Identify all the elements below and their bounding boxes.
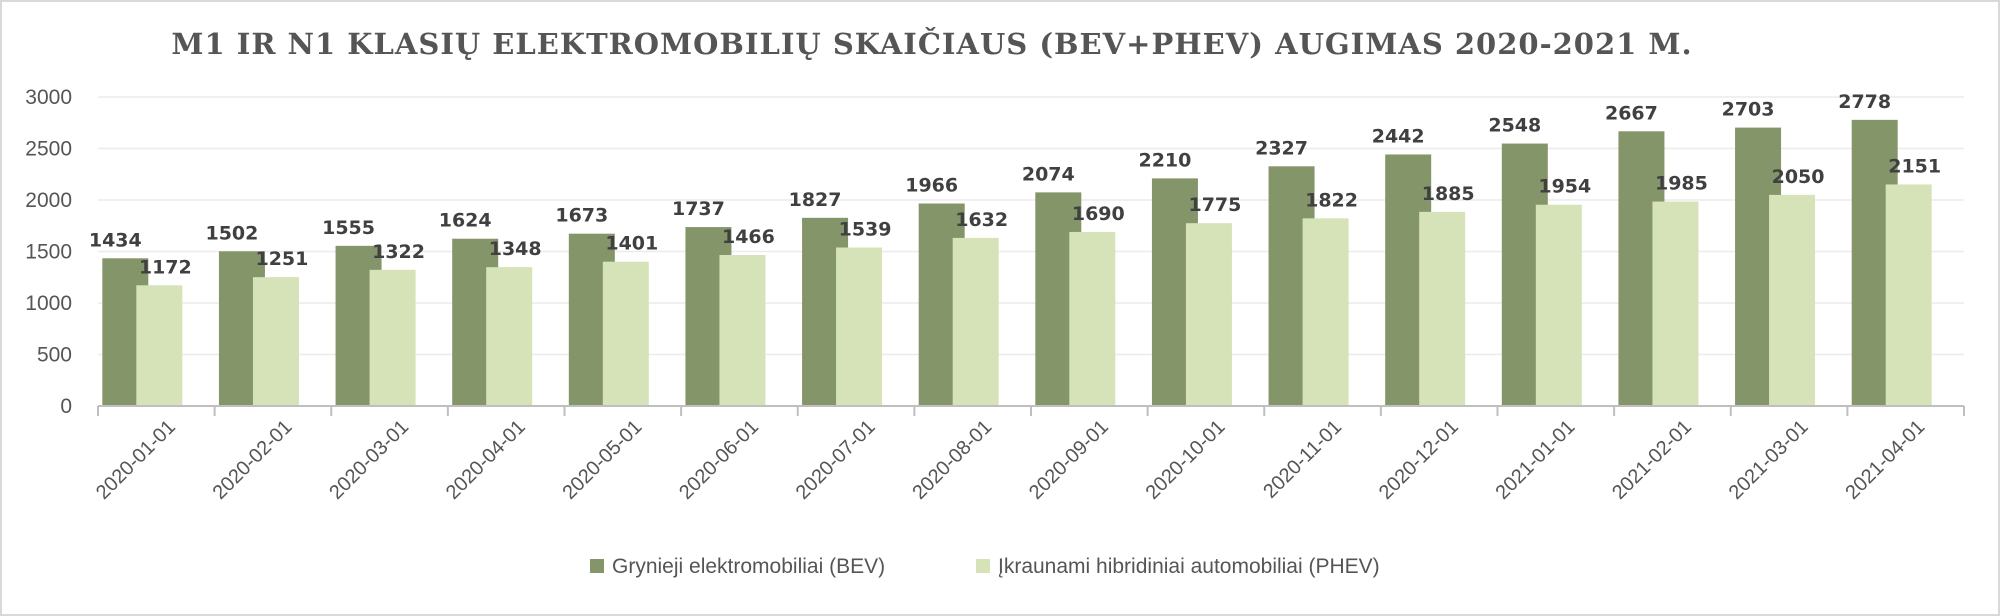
data-label-bev: 2442 xyxy=(1372,125,1425,147)
y-tick-label: 1000 xyxy=(25,292,72,315)
data-label-bev: 2778 xyxy=(1838,91,1891,113)
x-tick-label: 2020-03-01 xyxy=(325,416,413,504)
data-label-phev: 1348 xyxy=(489,238,542,260)
y-tick-label: 500 xyxy=(37,344,72,367)
data-label-phev: 1401 xyxy=(605,233,658,255)
data-label-bev: 1502 xyxy=(205,222,258,244)
x-tick-label: 2020-10-01 xyxy=(1142,416,1230,504)
data-label-phev: 1775 xyxy=(1188,194,1241,216)
x-tick-label: 2020-04-01 xyxy=(442,416,530,504)
data-label-phev: 1822 xyxy=(1305,189,1358,211)
bar-phev xyxy=(602,261,649,406)
data-label-phev: 1466 xyxy=(722,226,775,248)
data-label-bev: 2327 xyxy=(1255,137,1308,159)
bars xyxy=(102,119,1932,406)
y-tick-label: 0 xyxy=(60,395,72,418)
data-label-bev: 1673 xyxy=(555,205,608,227)
legend-swatch xyxy=(590,559,604,573)
data-label-phev: 1690 xyxy=(1072,203,1125,225)
data-label-bev: 1555 xyxy=(322,217,375,239)
bar-phev xyxy=(1535,204,1582,406)
data-label-phev: 1539 xyxy=(839,218,892,240)
legend: Grynieji elektromobiliai (BEV) Įkraunami … xyxy=(590,555,1380,578)
data-label-bev: 1737 xyxy=(672,198,725,220)
bar-phev xyxy=(1652,201,1699,406)
x-tick-label: 2020-12-01 xyxy=(1375,416,1463,504)
bar-phev xyxy=(486,267,533,406)
bar-phev xyxy=(369,269,416,406)
x-tick-label: 2020-05-01 xyxy=(558,416,646,504)
y-tick-label: 2000 xyxy=(25,189,72,212)
legend-label: Įkraunami hibridiniai automobiliai (PHEV… xyxy=(998,555,1380,578)
data-label-phev: 1251 xyxy=(255,248,308,270)
bar-phev xyxy=(1419,211,1466,406)
bar-phev xyxy=(1302,218,1349,406)
x-tick-label: 2021-01-01 xyxy=(1491,416,1579,504)
x-tick-label: 2020-01-01 xyxy=(92,416,180,504)
bar-phev xyxy=(836,247,883,406)
bar-phev xyxy=(1885,184,1932,406)
data-label-phev: 1632 xyxy=(955,209,1008,231)
x-tick-label: 2021-03-01 xyxy=(1725,416,1813,504)
data-label-bev: 2210 xyxy=(1138,149,1191,171)
data-label-bev: 1827 xyxy=(789,189,842,211)
x-tick-label: 2020-02-01 xyxy=(209,416,297,504)
x-tick-label: 2020-09-01 xyxy=(1025,416,1113,504)
data-label-bev: 1434 xyxy=(89,229,142,251)
x-tick-label: 2020-07-01 xyxy=(792,416,880,504)
legend-swatch xyxy=(976,559,990,573)
data-label-phev: 1322 xyxy=(372,241,425,263)
y-tick-label: 1500 xyxy=(25,241,72,264)
bar-phev xyxy=(719,255,766,406)
data-label-bev: 1966 xyxy=(905,175,958,197)
x-tick-label: 2021-02-01 xyxy=(1608,416,1696,504)
bar-phev xyxy=(952,237,999,406)
chart-title: M1 IR N1 KLASIŲ ELEKTROMOBILIŲ SKAIČIAUS… xyxy=(171,26,1692,61)
bar-phev xyxy=(1769,194,1816,406)
data-label-bev: 1624 xyxy=(439,210,492,232)
data-label-phev: 1985 xyxy=(1655,173,1708,195)
y-tick-label: 2500 xyxy=(25,138,72,161)
x-tick-label: 2020-08-01 xyxy=(908,416,996,504)
x-tick-label: 2020-06-01 xyxy=(675,416,763,504)
data-label-bev: 2074 xyxy=(1022,163,1075,185)
data-label-phev: 1954 xyxy=(1538,176,1591,198)
bar-phev xyxy=(136,285,183,406)
data-label-bev: 2667 xyxy=(1605,102,1658,124)
bar-phev xyxy=(252,277,299,406)
data-label-phev: 1172 xyxy=(139,256,192,278)
x-tick-label: 2021-04-01 xyxy=(1841,416,1929,504)
legend-label: Grynieji elektromobiliai (BEV) xyxy=(612,555,885,578)
data-label-bev: 2548 xyxy=(1488,115,1541,137)
x-tick-label: 2020-11-01 xyxy=(1259,416,1346,503)
data-label-phev: 1885 xyxy=(1422,183,1475,205)
bar-phev xyxy=(1069,231,1116,406)
bar-phev xyxy=(1185,223,1232,406)
y-tick-label: 3000 xyxy=(25,86,72,109)
data-label-bev: 2703 xyxy=(1722,99,1775,121)
data-label-phev: 2050 xyxy=(1772,166,1825,188)
data-label-phev: 2151 xyxy=(1888,155,1941,177)
